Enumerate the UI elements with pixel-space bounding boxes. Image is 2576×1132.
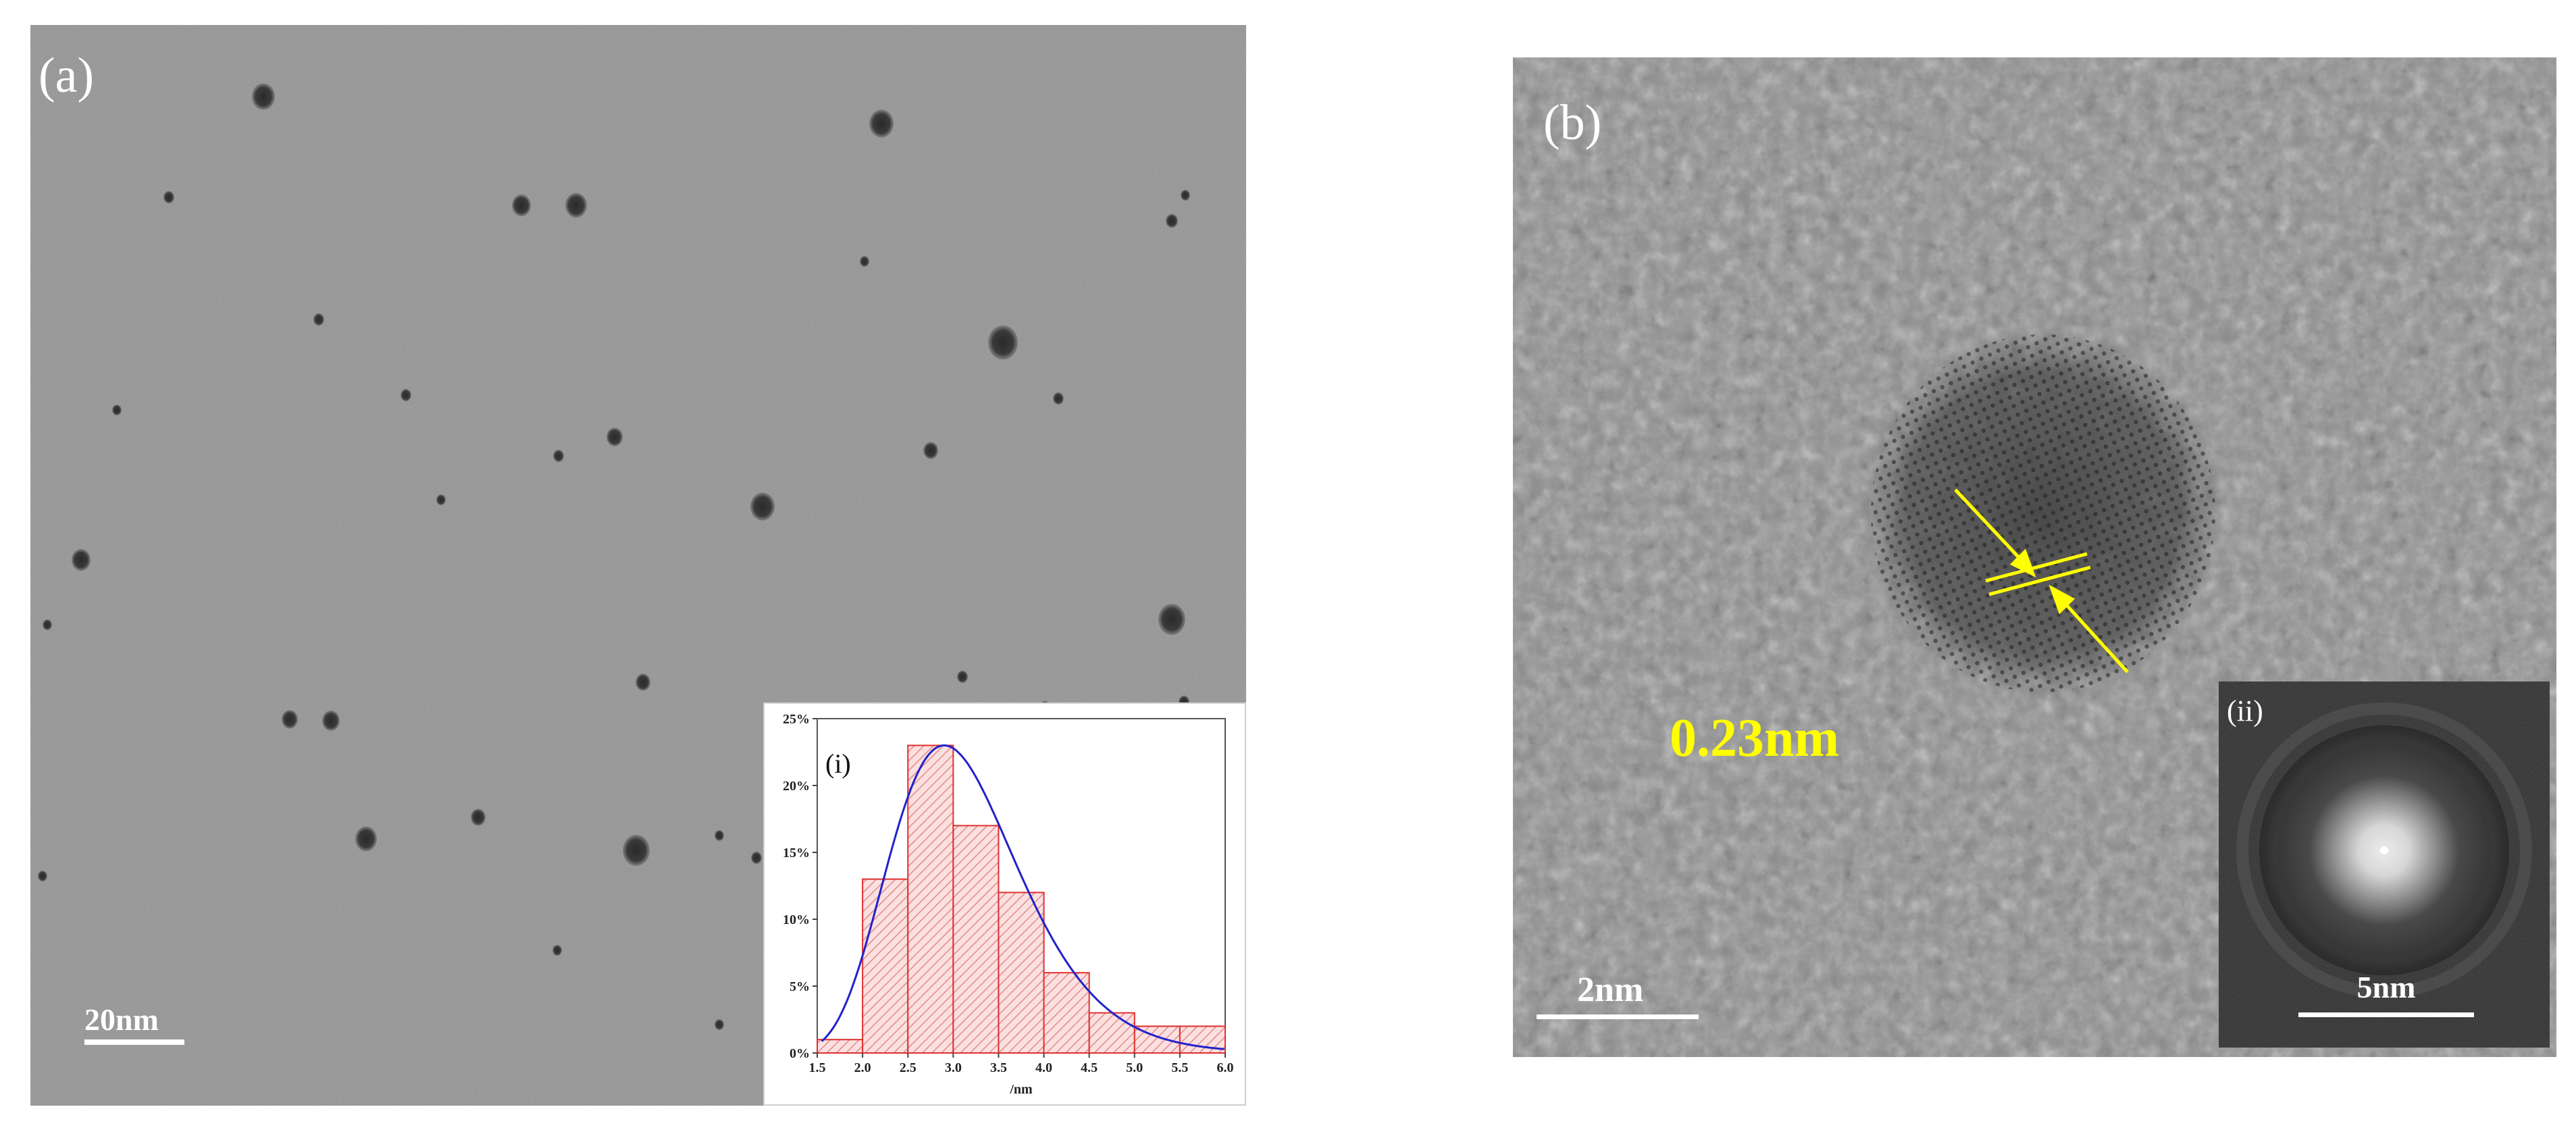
arrow-top — [1954, 488, 2028, 567]
y-tick-label: 0% — [790, 1046, 810, 1061]
nanoparticle — [988, 325, 1018, 360]
nanoparticle — [401, 388, 411, 402]
nanoparticle — [322, 711, 340, 731]
nanoparticle — [43, 619, 52, 631]
histogram-bar — [952, 825, 1000, 1054]
nanoparticle — [552, 944, 562, 956]
nanoparticle — [1166, 213, 1178, 228]
nanoparticle — [512, 194, 531, 217]
x-tick-label: 5.5 — [1171, 1060, 1188, 1075]
nanoparticle — [715, 1019, 724, 1031]
histogram-bar — [907, 744, 954, 1054]
x-tick-label: 3.5 — [990, 1060, 1007, 1075]
scale-bar-b-line — [1537, 1014, 1699, 1019]
fringe-line-1 — [1985, 552, 2088, 583]
scale-bar-b: 2nm — [1537, 973, 1699, 1019]
histogram-bar — [862, 878, 909, 1054]
inset-label-ii: (ii) — [2227, 694, 2263, 727]
x-tick-label: 2.0 — [854, 1060, 871, 1075]
nanoparticle — [860, 255, 869, 267]
nanoparticle — [436, 494, 446, 506]
histogram-inset: 1.5 2.0 2.5 3.0 3.5 4.0 4.5 5.0 5.5 6.0 0% 5% 10% 15… — [763, 702, 1246, 1106]
histogram-bars — [817, 744, 1227, 1054]
y-tick-label: 25% — [783, 712, 810, 727]
nanoparticles — [38, 83, 1190, 1068]
lattice-spacing-label: 0.23nm — [1670, 709, 1840, 768]
histogram-bar — [998, 892, 1045, 1054]
nanoparticle — [163, 190, 174, 204]
scale-bar-b-text: 2nm — [1577, 971, 1644, 1009]
nanoparticle — [72, 548, 91, 571]
nanoparticle — [607, 428, 623, 446]
histogram-bar — [1088, 1012, 1135, 1054]
y-tick-label: 15% — [783, 846, 810, 860]
nanoparticle — [957, 670, 968, 684]
nanoparticle — [355, 826, 377, 852]
x-axis-ticks: 1.5 2.0 2.5 3.0 3.5 4.0 4.5 5.0 5.5 6.0 — [809, 1053, 1234, 1075]
nanoparticle — [282, 710, 298, 729]
nanoparticle — [751, 851, 762, 865]
y-axis-ticks: 0% 5% 10% 15% 20% 25% — [783, 712, 817, 1061]
nanoparticle — [565, 192, 587, 218]
scale-bar-a-line — [84, 1039, 184, 1045]
fft-inset: (ii) 5nm — [2219, 681, 2550, 1048]
inset-label-i: (i) — [825, 748, 851, 779]
x-axis-label: /nm — [1009, 1082, 1033, 1097]
arrow-top-head — [2009, 548, 2036, 578]
panel-label-b: (b) — [1543, 95, 1602, 151]
x-tick-label: 6.0 — [1217, 1060, 1234, 1075]
crystalline-nanoparticle — [1861, 324, 2225, 702]
nanoparticle — [923, 442, 938, 459]
panel-label-a: (a) — [38, 48, 95, 103]
nanoparticle — [869, 109, 894, 138]
scale-bar-ii-text: 5nm — [2356, 970, 2416, 1004]
nanoparticle — [553, 449, 564, 463]
nanoparticle — [112, 404, 122, 416]
scale-bar-ii: 5nm — [2298, 972, 2474, 1017]
nanoparticle — [750, 492, 775, 521]
fringe-line-2 — [1988, 565, 2091, 596]
fft-pattern — [2219, 681, 2550, 1048]
nanoparticle — [38, 870, 47, 882]
scale-bar-ii-line — [2298, 1012, 2474, 1017]
scale-bar-a-text: 20nm — [84, 1002, 159, 1037]
nanoparticle — [636, 673, 650, 691]
fit-curve — [821, 744, 1225, 1050]
arrow-bottom — [2057, 595, 2129, 673]
arrow-bottom-head — [2049, 584, 2076, 615]
hrtem-image-panel-b: (b) 0.23nm 2nm — [1513, 57, 2556, 1057]
x-tick-label: 4.5 — [1081, 1060, 1098, 1075]
x-tick-label: 2.5 — [900, 1060, 917, 1075]
tem-micrograph — [30, 25, 1246, 1106]
histogram-bar — [1043, 972, 1090, 1054]
size-distribution-histogram: 1.5 2.0 2.5 3.0 3.5 4.0 4.5 5.0 5.5 6.0 0% 5% 10% 15… — [783, 712, 1234, 1097]
nanoparticle — [1053, 392, 1064, 405]
histogram-bar — [817, 1039, 864, 1054]
x-tick-label: 1.5 — [809, 1060, 826, 1075]
lattice-spacing-annotation — [1954, 488, 2129, 673]
x-tick-label: 5.0 — [1126, 1060, 1143, 1075]
nanoparticle — [715, 829, 724, 842]
y-tick-label: 10% — [783, 912, 810, 927]
x-tick-label: 3.0 — [945, 1060, 962, 1075]
nanoparticle — [252, 83, 275, 110]
nanoparticle — [623, 835, 650, 866]
y-tick-label: 20% — [783, 779, 810, 794]
nanoparticle — [1158, 604, 1185, 635]
x-tick-label: 4.0 — [1035, 1060, 1052, 1075]
scale-bar-a: 20nm — [84, 1004, 184, 1045]
nanoparticle — [313, 313, 324, 326]
y-tick-label: 5% — [790, 979, 810, 994]
tem-image-panel-a: (a) 20nm 1.5 2.0 2.5 3.0 3.5 4.0 4.5 5.0 5.5 6.0 … — [30, 25, 1246, 1106]
nanoparticle — [471, 808, 486, 826]
nanoparticle — [1181, 189, 1190, 201]
